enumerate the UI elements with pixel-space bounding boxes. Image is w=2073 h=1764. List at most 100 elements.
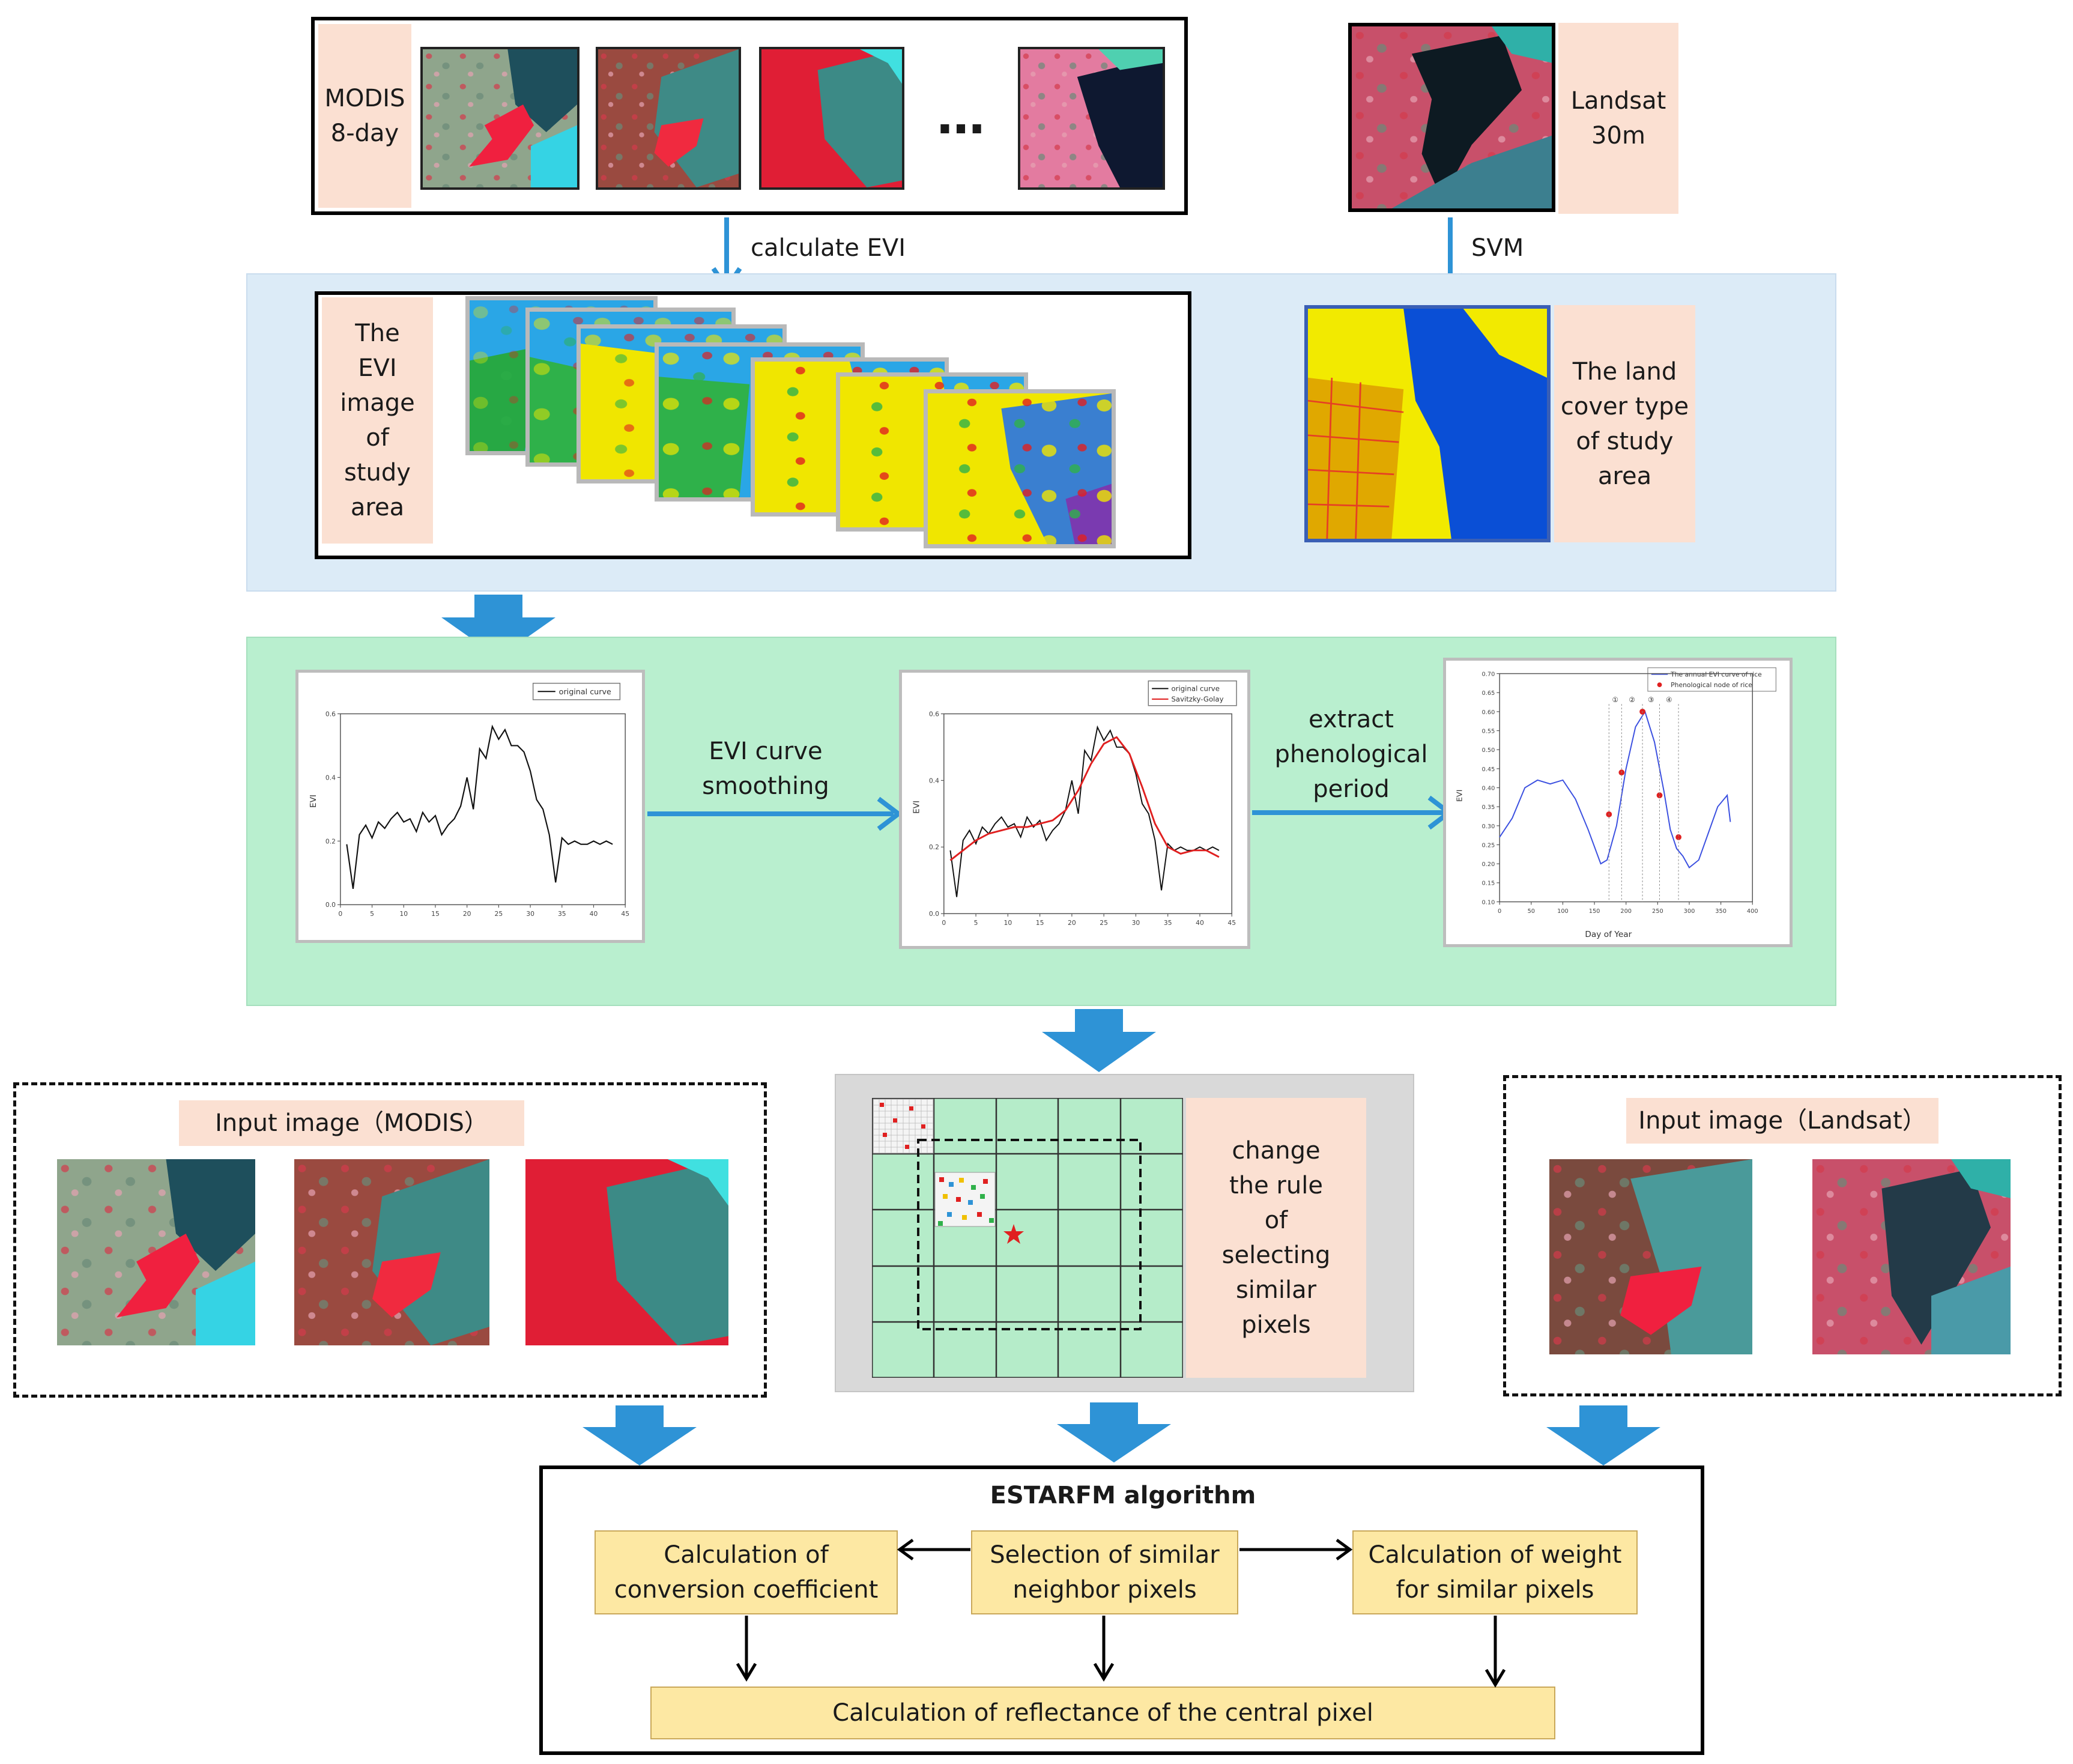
x-tick-label: 10 <box>1003 919 1012 927</box>
x-tick-label: 150 <box>1589 908 1600 915</box>
x-tick-label: 20 <box>463 910 471 918</box>
big-arrow-1 <box>441 595 555 658</box>
x-tick-label: 25 <box>1100 919 1108 927</box>
series-line-2 <box>949 736 1220 861</box>
y-tick-label: 0.55 <box>1482 728 1495 735</box>
weight-box: Calculation of weight for similar pixels <box>1352 1530 1638 1614</box>
big-arrow-left <box>583 1405 697 1465</box>
x-tick-label: 35 <box>1164 919 1172 927</box>
chart-phenology: The annual EVI curve of rice Phenologica… <box>1443 658 1793 947</box>
chart3-ylabel: EVI <box>1455 790 1464 802</box>
plot-frame <box>943 713 1232 914</box>
modis-label: MODIS 8-day <box>318 24 411 208</box>
y-tick-label: 0.2 <box>929 843 939 851</box>
big-arrow-center <box>1057 1402 1171 1462</box>
x-tick-label: 25 <box>495 910 503 918</box>
x-tick-label: 20 <box>1068 919 1076 927</box>
x-tick-label: 0 <box>942 919 946 927</box>
input-modis-image-3 <box>525 1159 728 1345</box>
land-cover-map <box>1304 305 1551 542</box>
y-tick-label: 0.4 <box>929 777 939 784</box>
pixel-grid-svg <box>872 1098 1183 1378</box>
x-tick-label: 250 <box>1652 908 1663 915</box>
y-tick-label: 0.4 <box>325 774 336 781</box>
x-tick-label: 400 <box>1747 908 1758 915</box>
y-tick-label: 0.50 <box>1482 747 1495 754</box>
y-tick-label: 0.20 <box>1482 861 1495 868</box>
x-tick-label: 100 <box>1557 908 1569 915</box>
chart2-legend-box <box>1148 680 1237 706</box>
input-modis-image-1 <box>57 1159 255 1345</box>
x-tick-label: 200 <box>1620 908 1632 915</box>
y-tick-label: 0.30 <box>1482 823 1495 830</box>
modis-image-1 <box>420 47 580 190</box>
x-tick-label: 10 <box>399 910 408 918</box>
x-tick-label: 0 <box>338 910 342 918</box>
x-tick-label: 350 <box>1715 908 1726 915</box>
phenology-node-point <box>1656 792 1663 799</box>
rule-label: change the rule of selecting similar pix… <box>1186 1098 1366 1378</box>
plot-frame <box>1499 673 1753 903</box>
phenology-node-label: ② <box>1629 696 1635 704</box>
y-tick-label: 0.65 <box>1482 690 1495 697</box>
input-modis-image-2 <box>294 1159 489 1345</box>
y-tick-label: 0.25 <box>1482 842 1495 849</box>
x-tick-label: 5 <box>974 919 978 927</box>
chart3-legend-box <box>1647 667 1777 692</box>
chart3-xlabel: Day of Year <box>1585 930 1632 939</box>
chart2-ylabel: EVI <box>912 801 922 814</box>
big-arrow-right <box>1546 1405 1660 1465</box>
estarfm-title: ESTARFM algorithm <box>990 1482 1256 1509</box>
series-line-1 <box>346 724 613 889</box>
svm-label: SVM <box>1471 234 1524 262</box>
chart2-legend-text-2: Savitzky-Golay <box>1171 695 1223 703</box>
landsat-label: Landsat 30m <box>1558 23 1678 214</box>
x-tick-label: 30 <box>1132 919 1140 927</box>
big-arrow-2 <box>1042 1009 1156 1072</box>
y-tick-label: 0.70 <box>1482 671 1495 677</box>
phenology-node-label: ④ <box>1666 696 1672 704</box>
calculate-evi-label: calculate EVI <box>751 234 906 262</box>
chart2-svg: original curve Savitzky-Golay EVI 0.0 0.2… <box>912 680 1237 927</box>
chart1-legend-text: original curve <box>559 687 611 696</box>
arrow-smoothing <box>647 796 903 831</box>
x-tick-label: 0 <box>1498 908 1501 915</box>
y-tick-label: 0.0 <box>929 910 939 918</box>
x-tick-label: 30 <box>526 910 534 918</box>
chart3-legend-text-1: The annual EVI curve of rice <box>1670 670 1762 678</box>
landsat-input-box <box>1348 23 1555 212</box>
pixel-grid <box>872 1098 1183 1378</box>
y-tick-label: 0.6 <box>325 710 336 718</box>
x-tick-label: 5 <box>370 910 374 918</box>
y-tick-label: 0.2 <box>325 837 336 845</box>
y-tick-label: 0.60 <box>1482 709 1495 716</box>
series-line-1 <box>1499 710 1731 868</box>
y-tick-label: 0.40 <box>1482 785 1495 792</box>
input-modis-label: Input image（MODIS） <box>179 1100 524 1146</box>
chart2-legend-text-1: original curve <box>1171 684 1219 693</box>
evi-stack-7 <box>924 389 1116 548</box>
chart-original-curve: original curve EVI 0.0 0.2 0.4 0.6 0 5 10 15 20 2… <box>295 670 645 943</box>
x-tick-label: 50 <box>1528 908 1535 915</box>
x-tick-label: 40 <box>1196 919 1204 927</box>
x-tick-label: 15 <box>431 910 440 918</box>
modis-image-3 <box>759 47 904 190</box>
y-tick-label: 0.35 <box>1482 804 1495 811</box>
ellipsis: … <box>937 89 985 145</box>
input-landsat-label: Input image（Landsat） <box>1626 1098 1938 1144</box>
input-landsat-image-2 <box>1812 1159 2011 1354</box>
similar-pixels-box: Selection of similar neighbor pixels <box>971 1530 1238 1614</box>
chart1-ylabel: EVI <box>309 795 318 808</box>
y-tick-label: 0.6 <box>929 710 939 718</box>
phenology-node-label: ③ <box>1648 696 1654 704</box>
algorithm-arrows <box>736 1538 1506 1688</box>
smoothing-label: EVI curve smoothing <box>702 738 829 800</box>
modis-image-2 <box>596 47 741 190</box>
x-tick-label: 45 <box>1227 919 1236 927</box>
chart3-legend-text-2: Phenological node of rice <box>1671 681 1752 689</box>
input-landsat-image-1 <box>1549 1159 1752 1354</box>
y-tick-label: 0.45 <box>1482 766 1495 773</box>
chart-smoothed-curve: original curve Savitzky-Golay EVI 0.0 0.2… <box>899 670 1250 949</box>
x-tick-label: 300 <box>1684 908 1695 915</box>
x-tick-label: 45 <box>621 910 629 918</box>
